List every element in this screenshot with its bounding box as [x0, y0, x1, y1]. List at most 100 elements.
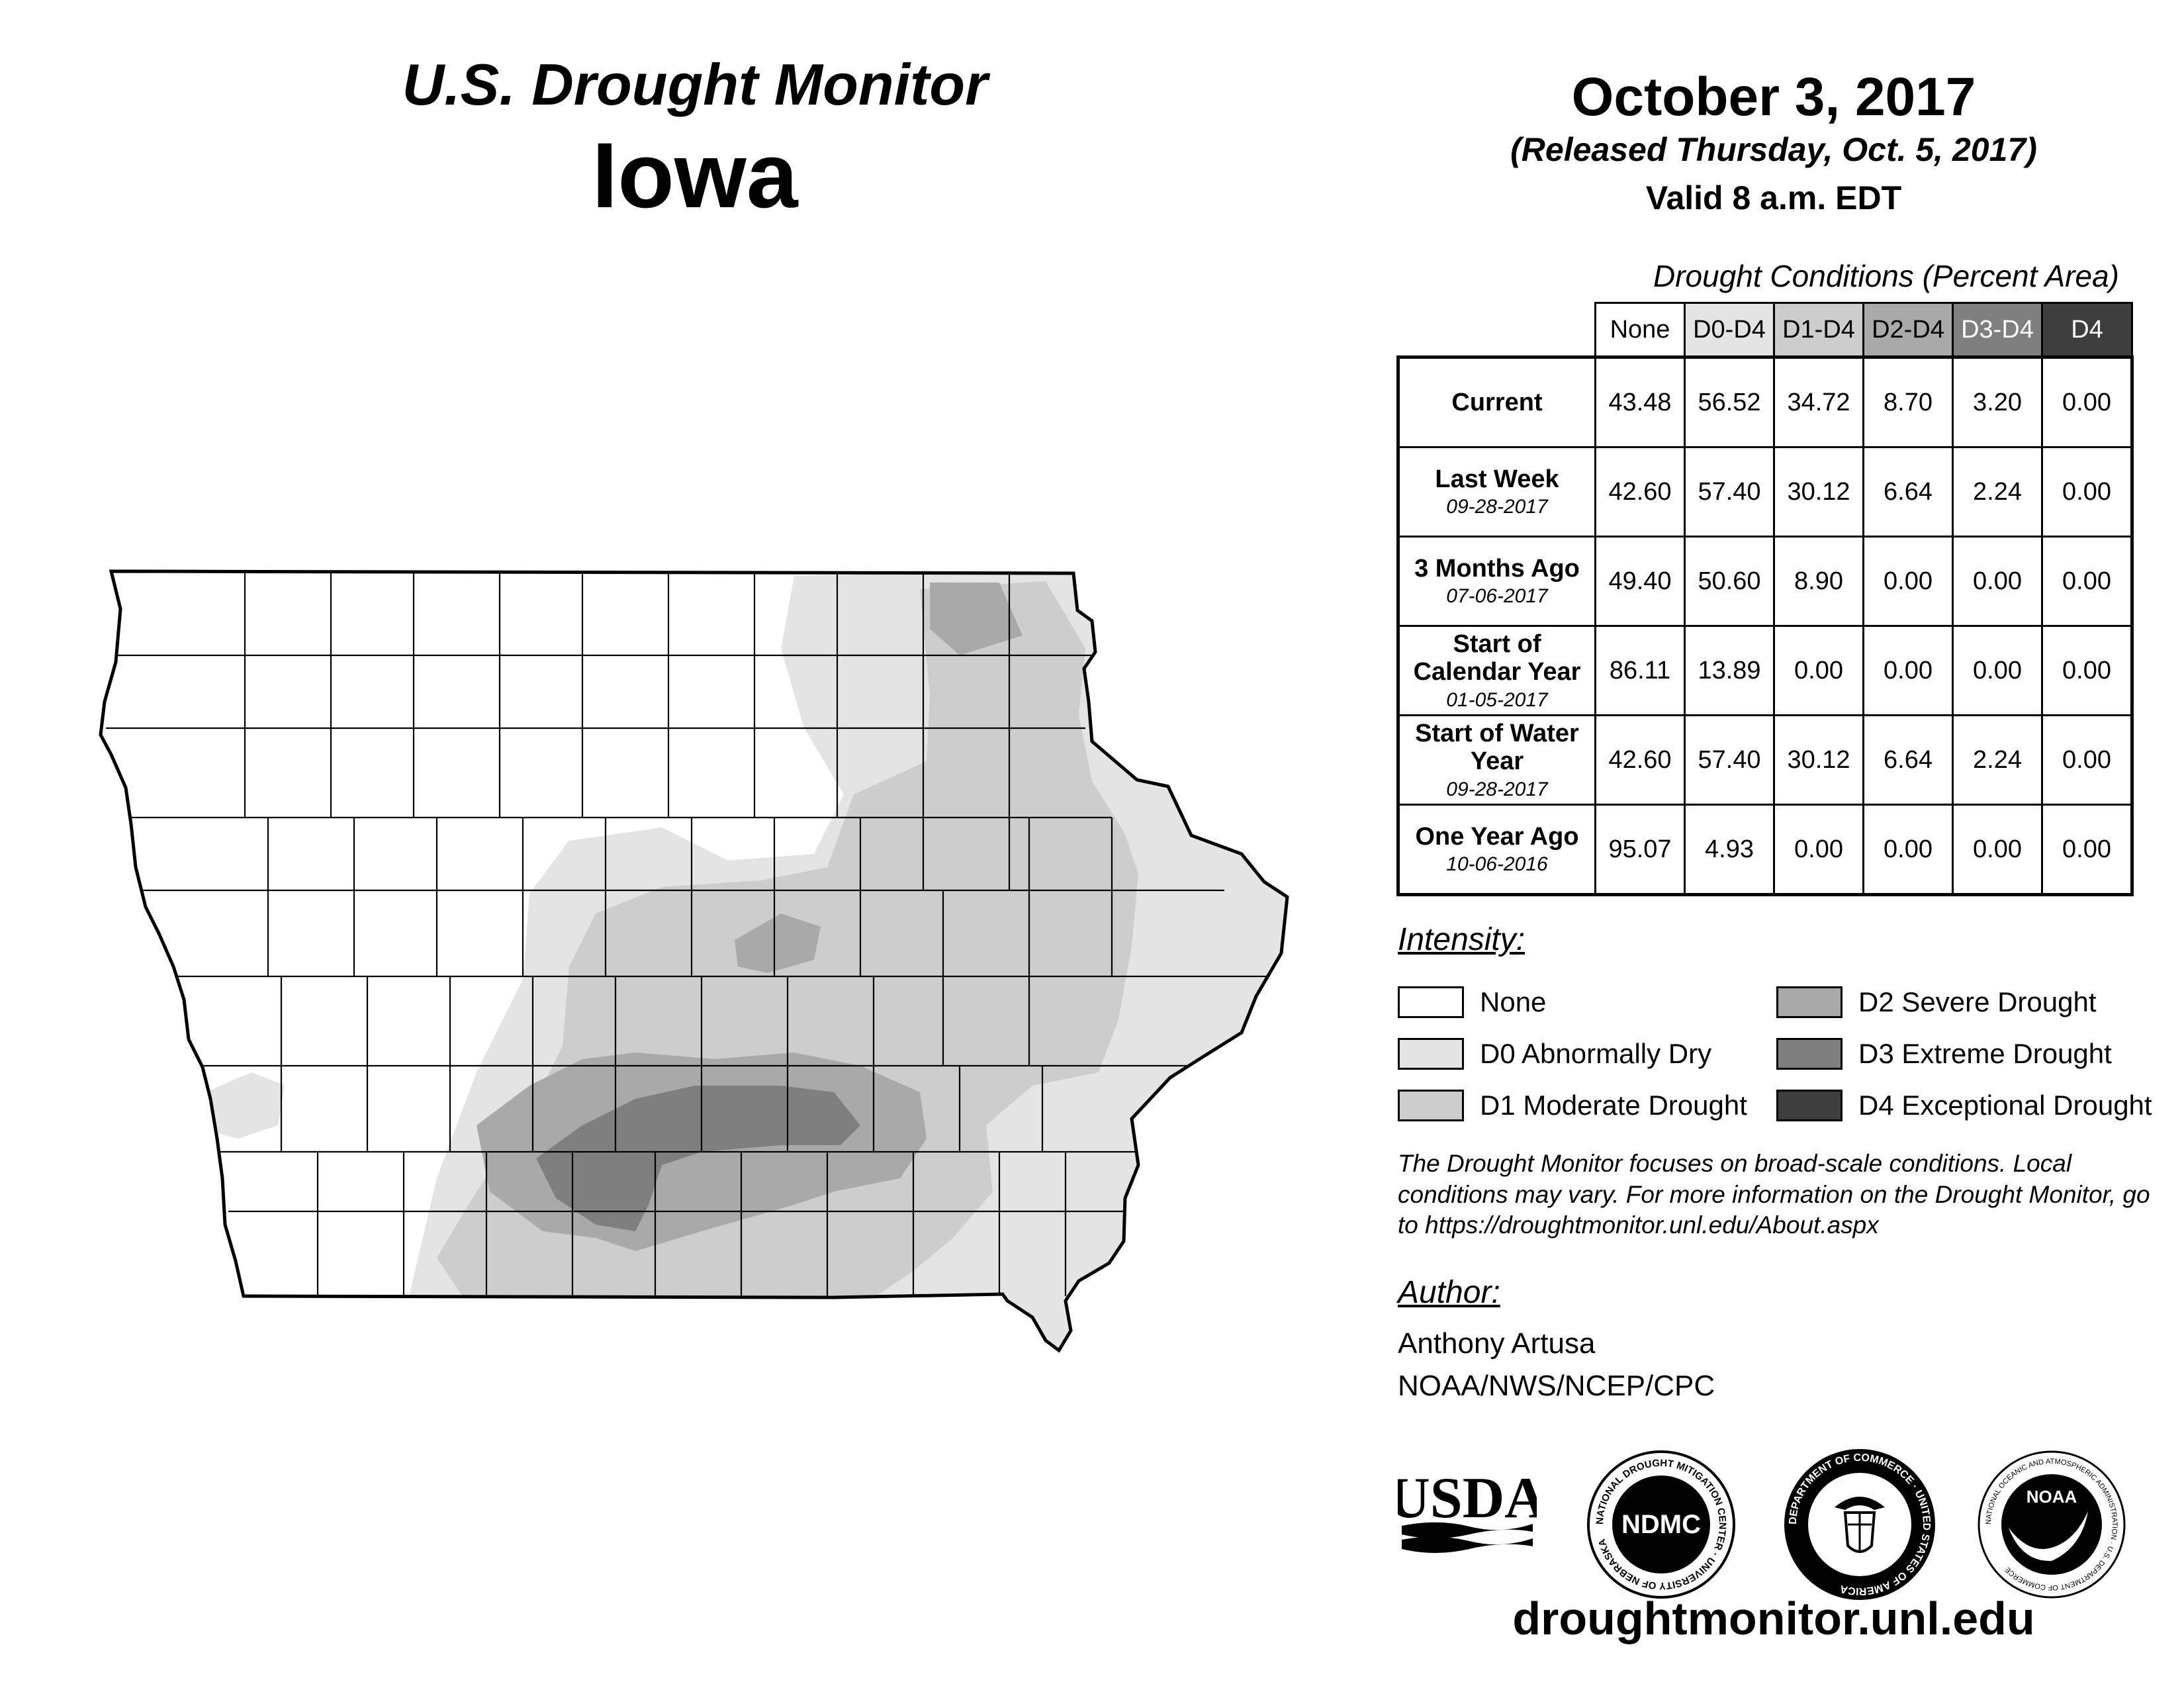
row-label: One Year Ago 10-06-2016 — [1397, 804, 1596, 896]
row-label-text: One Year Ago — [1415, 822, 1579, 851]
table-cell: 30.12 — [1773, 446, 1864, 538]
table-cell: 0.00 — [1952, 804, 2043, 896]
table-row: One Year Ago 10-06-2016 95.07 4.93 0.00 0.00 0… — [1397, 804, 2133, 896]
table-cell: 50.60 — [1684, 536, 1775, 627]
table-header-row: None D0-D4 D1-D4 D2-D4 D3-D4 D4 — [1398, 302, 2133, 359]
d2-region-center — [735, 914, 821, 973]
table-cell: 13.89 — [1684, 625, 1775, 716]
county-lines — [106, 571, 1277, 1296]
row-label-date: 01-05-2017 — [1446, 688, 1548, 711]
table-cell: 0.00 — [2041, 714, 2133, 806]
legend-title: Intensity: — [1398, 922, 1525, 957]
table-cell: 56.52 — [1684, 356, 1775, 448]
table-cell: 43.48 — [1594, 356, 1686, 448]
iowa-drought-map — [99, 569, 1289, 1353]
table-cell: 0.00 — [1952, 625, 2043, 716]
table-cell: 95.07 — [1594, 804, 1686, 896]
table-body: Current 43.48 56.52 34.72 8.70 3.20 0.00 Last W… — [1397, 356, 2133, 896]
disclaimer-note: The Drought Monitor focuses on broad-sca… — [1398, 1150, 2150, 1239]
table-corner — [1398, 303, 1596, 359]
table-row: Start of Water Year 09-28-2017 42.60 57.40 3… — [1397, 714, 2133, 806]
row-label-text: Start of Calendar Year — [1413, 630, 1581, 686]
legend-swatch — [1398, 986, 1464, 1018]
row-label-text: Last Week — [1435, 465, 1559, 493]
usda-logo-text: USDA — [1398, 1466, 1537, 1530]
legend-label: D4 Exceptional Drought — [1858, 1090, 2152, 1121]
usda-logo: USDA — [1388, 1463, 1547, 1562]
row-label-text: 3 Months Ago — [1414, 554, 1580, 583]
legend-item-d3: D3 Extreme Drought — [1776, 1035, 2112, 1072]
row-label-text: Start of Water Year — [1415, 719, 1579, 776]
col-header: D3-D4 — [1952, 302, 2043, 358]
table-cell: 2.24 — [1952, 446, 2043, 538]
row-label: Current — [1397, 356, 1596, 448]
row-label-date: 10-06-2016 — [1446, 853, 1548, 876]
legend-label: D3 Extreme Drought — [1858, 1038, 2112, 1069]
row-label: Start of Calendar Year 01-05-2017 — [1397, 625, 1596, 716]
date-header: October 3, 2017 (Released Thursday, Oct.… — [1436, 66, 2111, 224]
legend-swatch — [1776, 1090, 1843, 1121]
table-cell: 57.40 — [1684, 714, 1775, 806]
table-cell: 49.40 — [1594, 536, 1686, 627]
table-cell: 0.00 — [1952, 536, 2043, 627]
table-cell: 42.60 — [1594, 446, 1686, 538]
row-label-date: 09-28-2017 — [1446, 778, 1548, 800]
drought-conditions-table: None D0-D4 D1-D4 D2-D4 D3-D4 D4 Current 4… — [1396, 302, 2134, 896]
table-cell: 0.00 — [1862, 804, 1954, 896]
table-cell: 30.12 — [1773, 714, 1864, 806]
legend-item-d4: D4 Exceptional Drought — [1776, 1087, 2152, 1124]
state-title: Iowa — [592, 122, 798, 227]
row-label: Last Week 09-28-2017 — [1397, 446, 1596, 538]
legend-item-d2: D2 Severe Drought — [1776, 984, 2097, 1021]
col-header: D0-D4 — [1684, 302, 1775, 358]
legend-label: D2 Severe Drought — [1858, 986, 2097, 1017]
map-header: U.S. Drought Monitor Iowa — [278, 52, 1112, 233]
legend-swatch — [1776, 1038, 1843, 1070]
noaa-logo-text: NOAA — [2026, 1487, 2077, 1507]
table-cell: 0.00 — [2041, 446, 2133, 538]
valid-time: Valid 8 a.m. EDT — [1645, 179, 1902, 217]
col-header: D1-D4 — [1773, 302, 1864, 358]
table-row: Current 43.48 56.52 34.72 8.70 3.20 0.00 — [1397, 356, 2133, 448]
row-label-date: 07-06-2017 — [1446, 585, 1548, 608]
ndmc-logo: NATIONAL DROUGHT MITIGATION CENTER · UNI… — [1585, 1448, 1737, 1601]
table-cell: 0.00 — [2041, 356, 2133, 448]
author-block: Anthony Artusa NOAA/NWS/NCEP/CPC — [1398, 1323, 1715, 1407]
table-cell: 8.90 — [1773, 536, 1864, 627]
table-cell: 6.64 — [1862, 446, 1954, 538]
table-cell: 2.24 — [1952, 714, 2043, 806]
table-cell: 0.00 — [1862, 536, 1954, 627]
legend-label: None — [1480, 986, 1547, 1017]
table-cell: 0.00 — [1862, 625, 1954, 716]
d2-region — [930, 583, 1023, 655]
noaa-logo: NATIONAL OCEANIC AND ATMOSPHERIC ADMINIS… — [1976, 1448, 2128, 1601]
table-cell: 3.20 — [1952, 356, 2043, 448]
table-cell: 42.60 — [1594, 714, 1686, 806]
legend-swatch — [1776, 986, 1843, 1018]
map-date: October 3, 2017 — [1571, 67, 1976, 127]
table-row: Last Week 09-28-2017 42.60 57.40 30.12 6.64 2.… — [1397, 446, 2133, 538]
website-url[interactable]: droughtmonitor.unl.edu — [1512, 1593, 2035, 1644]
legend-swatch — [1398, 1090, 1464, 1121]
author-org: NOAA/NWS/NCEP/CPC — [1398, 1369, 1715, 1402]
author-name: Anthony Artusa — [1398, 1327, 1596, 1360]
legend-swatch — [1398, 1038, 1464, 1070]
col-header: D2-D4 — [1862, 302, 1954, 358]
legend-label: D0 Abnormally Dry — [1480, 1038, 1712, 1069]
table-row: 3 Months Ago 07-06-2017 49.40 50.60 8.90 0.00… — [1397, 536, 2133, 627]
doc-seal-logo: DEPARTMENT OF COMMERCE · UNITED STATES O… — [1782, 1446, 1938, 1603]
table-cell: 0.00 — [2041, 625, 2133, 716]
product-title: U.S. Drought Monitor — [402, 52, 988, 117]
table-cell: 57.40 — [1684, 446, 1775, 538]
col-header: D4 — [2041, 302, 2133, 358]
table-cell: 34.72 — [1773, 356, 1864, 448]
table-cell: 0.00 — [2041, 536, 2133, 627]
d0-region-west — [205, 1072, 285, 1139]
table-cell: 0.00 — [1773, 625, 1864, 716]
state-outline — [99, 569, 1289, 1353]
release-date: (Released Thursday, Oct. 5, 2017) — [1510, 131, 2037, 169]
legend-item-none: None — [1398, 984, 1546, 1021]
ndmc-logo-text: NDMC — [1621, 1510, 1701, 1539]
table-cell: 0.00 — [2041, 804, 2133, 896]
row-label-text: Current — [1451, 388, 1543, 416]
